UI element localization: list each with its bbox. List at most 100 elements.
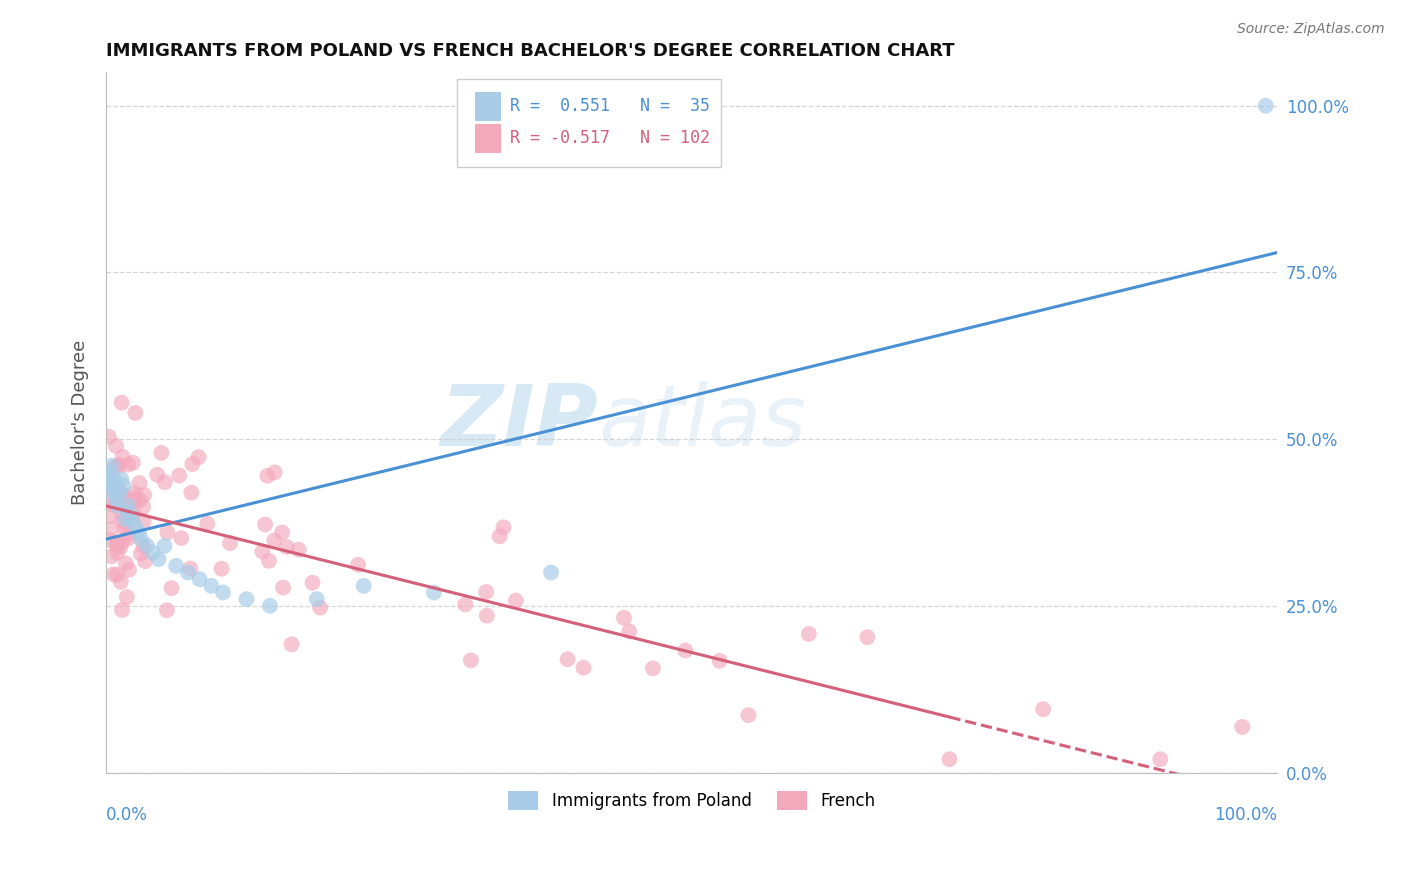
Y-axis label: Bachelor's Degree: Bachelor's Degree — [72, 340, 89, 505]
Point — [301, 575, 323, 590]
Point — [114, 512, 136, 526]
Point — [134, 554, 156, 568]
Point — [105, 567, 128, 582]
Point — [135, 539, 157, 553]
Point — [115, 557, 138, 571]
Point — [1254, 99, 1277, 113]
Point — [111, 514, 134, 528]
Point — [117, 499, 139, 513]
Point — [156, 525, 179, 540]
Point — [132, 540, 155, 554]
Point — [353, 579, 375, 593]
Point — [105, 538, 128, 552]
Point — [100, 522, 122, 536]
Point — [122, 456, 145, 470]
Point — [107, 487, 129, 501]
Point — [128, 525, 150, 540]
Point — [111, 509, 134, 524]
Point — [114, 500, 136, 515]
Point — [111, 450, 134, 464]
Point — [103, 499, 125, 513]
Point — [797, 627, 820, 641]
Point — [124, 493, 146, 508]
Point — [737, 708, 759, 723]
Point — [177, 566, 200, 580]
Text: Source: ZipAtlas.com: Source: ZipAtlas.com — [1237, 22, 1385, 37]
Point — [856, 630, 879, 644]
Point — [107, 458, 129, 472]
Point — [150, 446, 173, 460]
Point — [219, 536, 242, 550]
Point — [454, 598, 477, 612]
Text: 100.0%: 100.0% — [1215, 806, 1278, 824]
Point — [122, 506, 145, 520]
Point — [170, 531, 193, 545]
Point — [105, 439, 128, 453]
Point — [110, 574, 132, 589]
Point — [97, 430, 120, 444]
Point — [492, 520, 515, 534]
Text: R = -0.517   N = 102: R = -0.517 N = 102 — [510, 128, 710, 146]
Point — [423, 585, 446, 599]
Point — [129, 547, 152, 561]
Point — [117, 518, 139, 533]
Text: R =  0.551   N =  35: R = 0.551 N = 35 — [510, 97, 710, 115]
Point — [271, 581, 294, 595]
Point — [181, 457, 204, 471]
Point — [100, 466, 122, 480]
Point — [110, 472, 132, 486]
Point — [101, 549, 124, 564]
Point — [180, 485, 202, 500]
Point — [103, 472, 125, 486]
Point — [110, 540, 132, 554]
Point — [200, 579, 222, 593]
Point — [98, 533, 121, 547]
FancyBboxPatch shape — [457, 79, 721, 167]
Point — [211, 562, 233, 576]
Point — [129, 532, 152, 546]
Text: 0.0%: 0.0% — [105, 806, 148, 824]
Point — [309, 600, 332, 615]
Point — [709, 654, 731, 668]
Point — [613, 611, 636, 625]
Point — [305, 592, 328, 607]
Point — [115, 590, 138, 604]
Point — [124, 406, 146, 420]
Point — [132, 515, 155, 529]
Point — [98, 479, 121, 493]
Point — [1032, 702, 1054, 716]
Point — [128, 492, 150, 507]
Point — [195, 516, 218, 531]
Point — [115, 499, 138, 513]
Point — [122, 491, 145, 505]
Point — [347, 558, 370, 572]
Point — [101, 485, 124, 500]
Point — [132, 500, 155, 514]
FancyBboxPatch shape — [475, 92, 501, 121]
Point — [103, 460, 125, 475]
Point — [104, 480, 127, 494]
Point — [252, 544, 274, 558]
Point — [572, 661, 595, 675]
Point — [271, 525, 294, 540]
Point — [105, 545, 128, 559]
Legend: Immigrants from Poland, French: Immigrants from Poland, French — [502, 784, 882, 817]
Text: IMMIGRANTS FROM POLAND VS FRENCH BACHELOR'S DEGREE CORRELATION CHART: IMMIGRANTS FROM POLAND VS FRENCH BACHELO… — [105, 42, 955, 60]
Point — [134, 488, 156, 502]
Point — [619, 624, 641, 639]
Point — [287, 542, 309, 557]
Point — [475, 585, 498, 599]
Point — [97, 491, 120, 506]
Point — [540, 566, 562, 580]
Point — [108, 458, 131, 473]
Point — [114, 522, 136, 536]
Point — [160, 581, 183, 595]
Point — [118, 531, 141, 545]
Point — [165, 558, 187, 573]
Point — [1232, 720, 1254, 734]
Point — [124, 486, 146, 500]
Point — [254, 517, 277, 532]
Text: atlas: atlas — [598, 381, 806, 464]
Point — [118, 563, 141, 577]
Point — [104, 479, 127, 493]
